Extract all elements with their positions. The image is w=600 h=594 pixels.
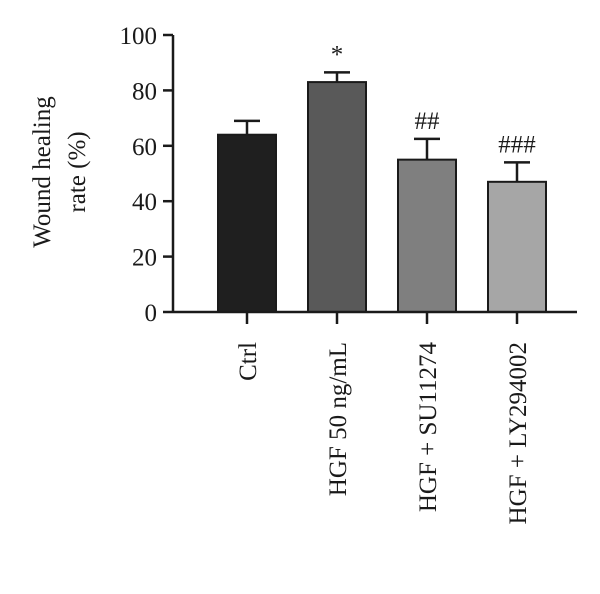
y-tick-label: 0 (145, 300, 158, 327)
x-tick-label: HGF + LY294002 (505, 342, 532, 524)
y-tick-label: 80 (132, 78, 157, 105)
x-tick-label: Ctrl (235, 342, 262, 381)
y-axis: 0 20 40 60 80 100 (120, 23, 175, 327)
x-tick-label: HGF + SU11274 (415, 342, 442, 513)
bar (217, 133, 277, 313)
bar (307, 81, 367, 313)
y-tick-label: 60 (132, 134, 157, 161)
x-tick-label: HGF 50 ng/mL (325, 342, 352, 496)
significance-label: * (331, 41, 344, 68)
y-axis-title: Wound healing rate (%) (29, 96, 91, 248)
y-tick-label: 20 (132, 245, 157, 272)
y-tick-label: 100 (120, 23, 158, 50)
bar (397, 158, 457, 313)
x-axis: Ctrl HGF 50 ng/mL HGF + SU11274 HGF + LY294… (173, 310, 577, 524)
bars: *##### (217, 41, 547, 313)
y-axis-title-line-2: rate (%) (64, 131, 91, 212)
bar (487, 180, 547, 313)
y-axis-title-line-1: Wound healing (29, 96, 56, 248)
significance-label: ### (498, 131, 536, 158)
significance-label: ## (415, 108, 441, 135)
y-tick-label: 40 (132, 189, 157, 216)
